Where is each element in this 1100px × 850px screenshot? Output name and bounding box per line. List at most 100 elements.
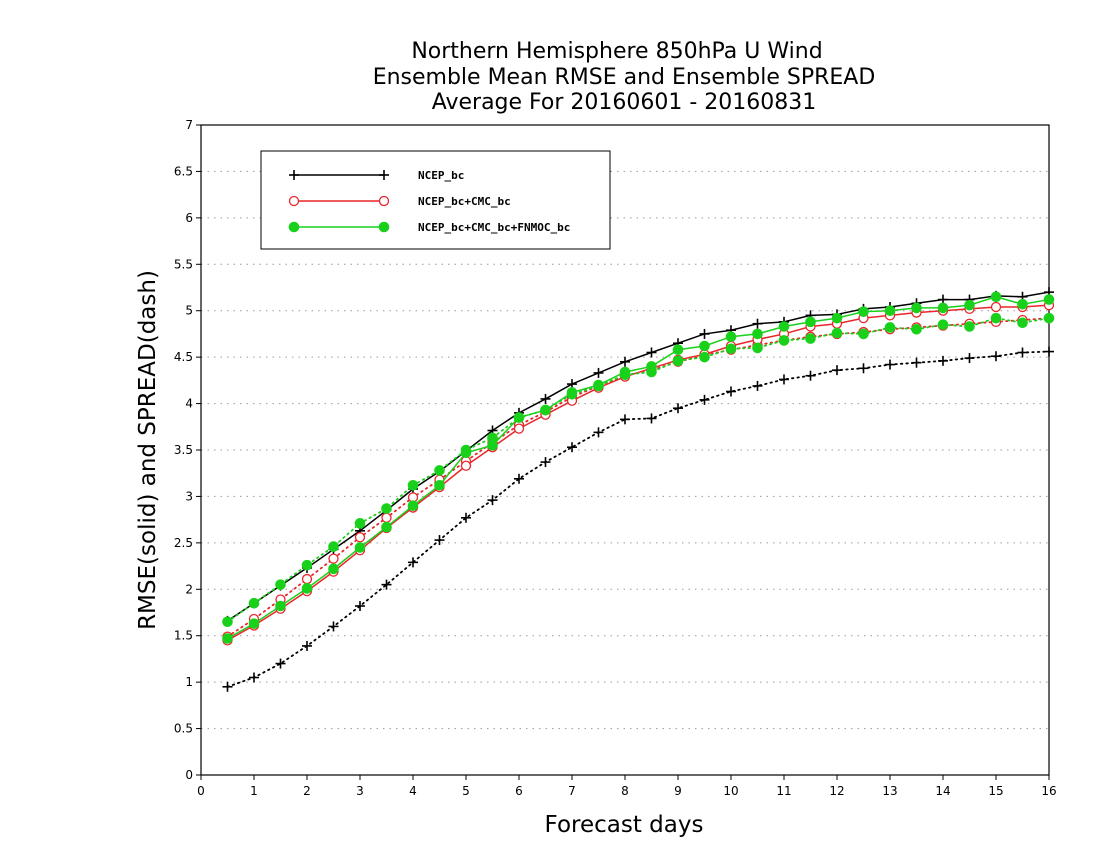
series-rmse-point	[699, 328, 710, 339]
y-tick-label: 4.5	[174, 350, 193, 364]
x-tick-label: 2	[303, 784, 311, 798]
series-spread-point	[1043, 312, 1055, 324]
x-tick-label: 15	[988, 784, 1003, 798]
series-rmse-point	[460, 447, 472, 459]
x-tick-label: 4	[409, 784, 417, 798]
x-tick-label: 6	[515, 784, 523, 798]
series-rmse-point	[990, 291, 1002, 303]
y-tick-label: 7	[185, 118, 193, 132]
series-spread-point	[672, 355, 684, 367]
title-line-3: Average For 20160601 - 20160831	[432, 90, 817, 115]
series-spread-point	[461, 512, 471, 523]
series-spread-point	[911, 357, 922, 368]
series-spread-point	[1017, 317, 1028, 329]
series-spread-point	[885, 359, 895, 370]
series-spread-point	[355, 601, 365, 611]
series-rmse-point	[460, 460, 472, 471]
series-spread-point	[911, 323, 922, 335]
x-tick-label: 12	[829, 784, 844, 798]
series-rmse-point	[778, 321, 790, 332]
legend-label: NCEP_bc	[418, 169, 464, 182]
y-tick-label: 3	[185, 489, 193, 503]
series-spread-point	[858, 363, 869, 374]
y-tick-label: 5	[185, 304, 193, 318]
series-rmse-point	[487, 440, 498, 451]
series-spread-point	[407, 479, 419, 491]
y-axis-label: RMSE(solid) and SPREAD(dash)	[135, 270, 161, 630]
series-rmse-point	[646, 347, 657, 358]
series-spread-point	[990, 312, 1002, 324]
series-NCEP_bc	[222, 287, 1054, 692]
series-rmse-line	[227, 296, 1050, 640]
series-spread-point	[434, 465, 445, 476]
series-rmse-point	[911, 302, 922, 314]
legend-marker	[289, 170, 299, 180]
series-rmse-point	[593, 379, 604, 391]
x-tick-label: 1	[250, 784, 258, 798]
series-rmse-point	[1043, 294, 1055, 305]
y-tick-label: 6	[185, 211, 193, 225]
series-spread-point	[831, 327, 843, 339]
series-spread-point	[301, 573, 313, 585]
legend-entries: NCEP_bc NCEP_bc+CMC_bc NCEP_bc+CMC_bc+FNMO…	[288, 169, 570, 234]
series-spread-point	[964, 321, 975, 332]
series-spread-point	[593, 427, 604, 438]
series-rmse-point	[672, 344, 684, 356]
y-tick-label: 2	[185, 582, 193, 596]
series-rmse-point	[566, 387, 578, 398]
series-rmse-point	[619, 366, 631, 378]
legend-marker	[288, 221, 300, 233]
y-tick-label: 0	[185, 768, 193, 782]
series-spread-point	[328, 621, 339, 632]
legend-marker	[378, 221, 390, 233]
legend-label: NCEP_bc+CMC_bc	[418, 195, 511, 208]
series-rmse-point	[1017, 298, 1028, 310]
series-spread-point	[1017, 347, 1028, 358]
series-spread-point	[752, 380, 763, 391]
series-spread-point	[1044, 346, 1054, 357]
series-rmse-point	[620, 356, 630, 367]
series-rmse-point	[858, 306, 869, 317]
y-tick-label: 6.5	[174, 164, 193, 178]
legend-marker	[288, 195, 300, 207]
series-rmse-point	[513, 412, 525, 423]
series-rmse-point	[964, 299, 975, 311]
series-spread-point	[540, 457, 551, 468]
series-rmse-line	[227, 291, 1050, 622]
series-rmse-point	[328, 563, 339, 575]
series-rmse-point	[407, 500, 419, 512]
series-spread-point	[248, 597, 260, 609]
series-spread-point	[354, 532, 366, 543]
series-spread-line	[226, 350, 1050, 688]
series-rmse-point	[593, 367, 604, 378]
title-line-1: Northern Hemisphere 850hPa U Wind	[411, 39, 822, 64]
series-spread-point	[302, 640, 312, 651]
legend-box	[260, 150, 611, 250]
x-tick-label: 5	[462, 784, 470, 798]
series-NCEP_bc+CMC_bc+FNMOC_bc	[222, 291, 1055, 644]
series-rmse-point	[381, 521, 392, 533]
series-NCEP_bc+CMC_bc	[222, 299, 1055, 646]
series-rmse-point	[646, 361, 657, 372]
y-tick-label: 1.5	[174, 629, 193, 643]
series-spread-point	[328, 553, 339, 564]
x-tick-label: 3	[356, 784, 364, 798]
series-rmse-point	[937, 302, 949, 314]
grid	[201, 170, 1049, 730]
series-spread-point	[991, 351, 1001, 362]
series-spread-point	[699, 394, 710, 405]
series-rmse-point	[434, 479, 445, 491]
series-spread-point	[381, 503, 392, 514]
series-rmse-point	[513, 423, 525, 434]
legend: NCEP_bc NCEP_bc+CMC_bc NCEP_bc+CMC_bc+FNMO…	[260, 150, 611, 250]
series-spread-point	[567, 442, 577, 453]
series-rmse-line	[227, 304, 1050, 642]
series-spread-point	[434, 535, 445, 546]
title-line-2: Ensemble Mean RMSE and Ensemble SPREAD	[373, 65, 876, 90]
legend-label: NCEP_bc+CMC_bc+FNMOC_bc	[418, 221, 570, 234]
x-tick-label: 14	[935, 784, 950, 798]
series-spread-point	[673, 403, 683, 414]
series-rmse-point	[699, 340, 710, 352]
x-tick-label: 7	[568, 784, 576, 798]
series-spread-point	[354, 518, 366, 529]
